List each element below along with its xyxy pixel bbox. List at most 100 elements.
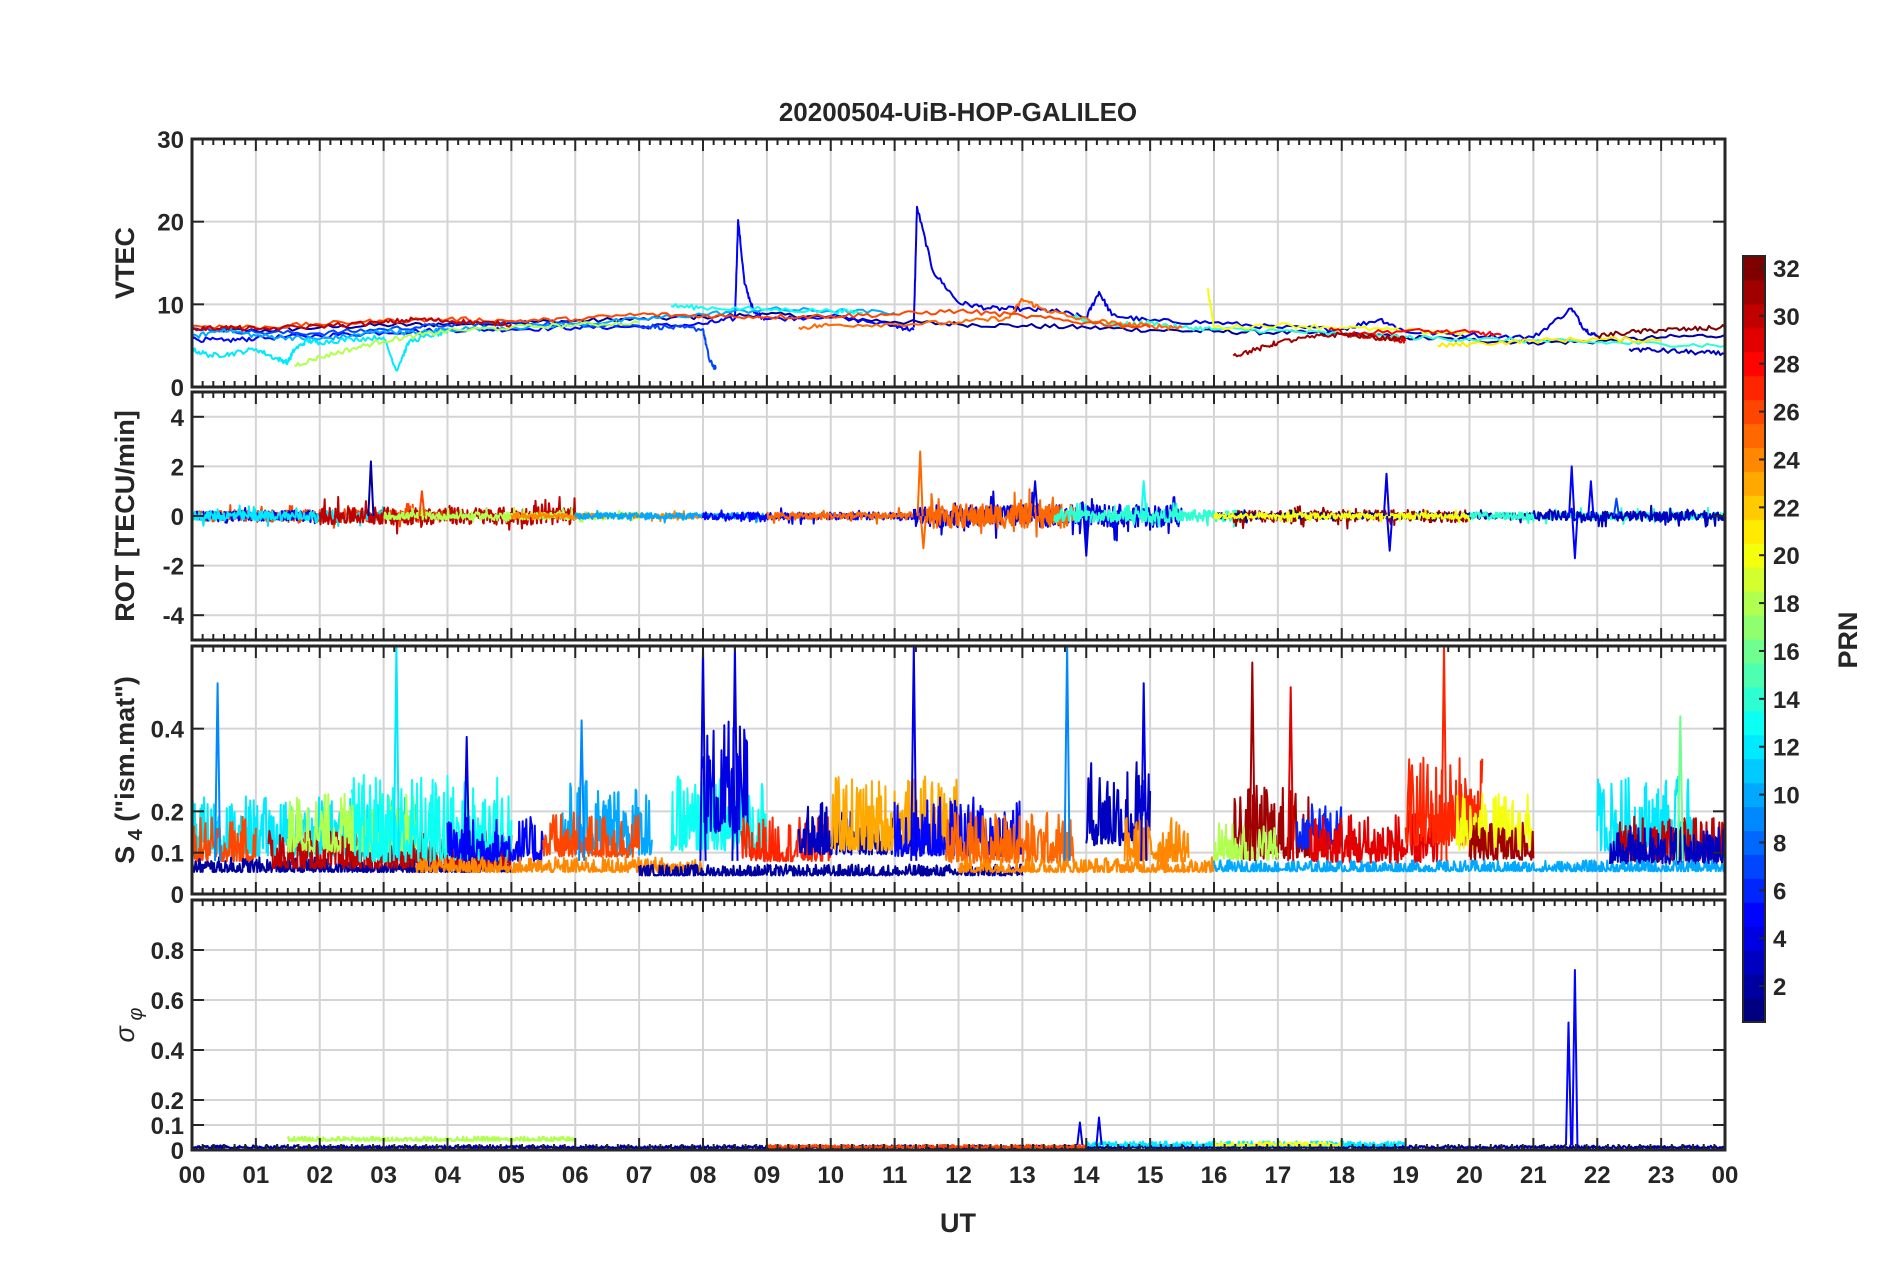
spike-prn-26 <box>418 490 426 517</box>
series-prn-29 <box>1308 809 1439 864</box>
series-prn-31 <box>1468 821 1535 861</box>
x-tick-label: 05 <box>498 1162 525 1189</box>
series-prn-4 <box>702 720 749 834</box>
series-prn-18 <box>294 320 640 367</box>
colorbar-bin <box>1743 974 1765 999</box>
spike-prn-12 <box>392 646 400 861</box>
colorbar-tick-label: 24 <box>1773 447 1800 474</box>
x-tick-label: 04 <box>434 1162 461 1189</box>
x-tick-label: 21 <box>1520 1162 1547 1189</box>
spike-prn-9 <box>578 719 586 861</box>
colorbar-tick-label: 18 <box>1773 591 1800 618</box>
x-tick-label: 12 <box>945 1162 972 1189</box>
spike-prn-4 <box>1076 1121 1084 1146</box>
tick-marks <box>191 900 1726 1151</box>
series-prn-10 <box>1213 859 1725 873</box>
colorbar-tick-label: 8 <box>1773 830 1786 857</box>
x-tick-label: 15 <box>1137 1162 1164 1189</box>
series-prn-30 <box>192 316 513 332</box>
x-tick-label: 14 <box>1073 1162 1100 1189</box>
y-tick-label: 0.8 <box>151 938 184 965</box>
series-prn-24 <box>957 856 1215 874</box>
colorbar-bin <box>1743 351 1765 377</box>
x-tick-label: 22 <box>1584 1162 1611 1189</box>
colorbar-bin <box>1743 399 1765 425</box>
spike-prn-27 <box>1440 646 1448 861</box>
series-prn-10 <box>574 509 768 524</box>
series-prn-14 <box>1053 502 1247 528</box>
x-tick-label: 19 <box>1392 1162 1419 1189</box>
colorbar-bin <box>1743 902 1765 927</box>
colorbar-bin <box>1743 734 1765 760</box>
y-tick-label: 4 <box>171 405 185 432</box>
colorbar-tick-label: 32 <box>1773 256 1800 283</box>
spike-prn-4 <box>1140 682 1148 861</box>
series-prn-32 <box>1596 324 1725 339</box>
spike-prn-25 <box>916 450 924 517</box>
x-tick-label: 10 <box>817 1162 844 1189</box>
spike-prn-5 <box>1571 969 1579 1146</box>
colorbar-bin <box>1743 471 1765 496</box>
series-prn-3 <box>1532 504 1725 528</box>
spike-prn-4 <box>1082 515 1090 557</box>
spike-prn-29 <box>1287 686 1295 861</box>
y-tick-label: 2 <box>171 454 184 481</box>
colorbar-label: PRN <box>1833 611 1863 668</box>
x-tick-label: 23 <box>1648 1162 1675 1189</box>
colorbar-tick-label: 30 <box>1773 304 1800 331</box>
series-prn-20 <box>1213 509 1471 524</box>
y-axis-label: ROT [TECU/min] <box>110 410 140 621</box>
grid <box>192 900 1725 1151</box>
y-tick-label: 0.2 <box>151 1088 184 1115</box>
spike-prn-4 <box>1386 515 1394 552</box>
colorbar-bin <box>1743 256 1765 281</box>
y-tick-label: 20 <box>157 210 184 237</box>
spike-prn-5 <box>1568 465 1576 517</box>
x-tick-label: 00 <box>1712 1162 1739 1189</box>
y-tick-label: -4 <box>163 603 185 630</box>
colorbar-tick-label: 6 <box>1773 878 1786 905</box>
panel-s4: 0 0.1 0.2 0.4S 4 ("ism.mat") <box>110 644 1727 909</box>
colorbar-tick-label: 12 <box>1773 735 1800 762</box>
x-tick-label: 02 <box>306 1162 333 1189</box>
series-prn-7 <box>192 319 717 371</box>
series-prn-24 <box>1123 817 1190 863</box>
spike-prn-9 <box>1063 646 1071 861</box>
y-tick-label: 30 <box>157 127 184 154</box>
y-tick-label: 0.6 <box>151 988 184 1015</box>
x-tick-label: 16 <box>1201 1162 1228 1189</box>
panel-sigma-phi: 00.10.2 0.4 0.6 0.8 σ φ <box>110 898 1727 1165</box>
series-prn-21 <box>1437 336 1662 348</box>
y-tick-label: -2 <box>163 554 184 581</box>
x-tick-label: 01 <box>243 1162 270 1189</box>
colorbar-tick-label: 2 <box>1773 974 1786 1001</box>
colorbar-bin <box>1743 854 1765 879</box>
series-prn-25 <box>925 488 1075 538</box>
colorbar-bin <box>1743 758 1765 784</box>
colorbar-tick-label: 16 <box>1773 639 1800 666</box>
y-axis-label: VTEC <box>110 227 140 299</box>
x-tick-label: 11 <box>882 1162 907 1189</box>
colorbar-tick-label: 20 <box>1773 543 1800 570</box>
y-axis-label: S 4 ("ism.mat") <box>110 676 147 864</box>
series-prn-18 <box>383 506 641 523</box>
colorbar-tick-label: 14 <box>1773 687 1800 714</box>
y-tick-label: 0.4 <box>151 717 185 744</box>
y-tick-label: 10 <box>157 292 184 319</box>
colorbar-bin <box>1743 878 1765 903</box>
spike-prn-4 <box>731 646 739 861</box>
colorbar-tick-label: 4 <box>1773 926 1787 953</box>
spike-prn-4 <box>1095 1116 1103 1146</box>
series-prn-18 <box>1213 822 1279 861</box>
y-tick-label: 0 <box>171 1138 184 1165</box>
spike-prn-16 <box>1676 715 1684 861</box>
colorbar-frame <box>1742 255 1766 1023</box>
series-prn-31 <box>1232 784 1311 860</box>
series-prn-12 <box>192 330 449 372</box>
x-tick-label: 03 <box>370 1162 397 1189</box>
spike-prn-9 <box>214 682 222 861</box>
spike-prn-7 <box>1612 497 1620 517</box>
